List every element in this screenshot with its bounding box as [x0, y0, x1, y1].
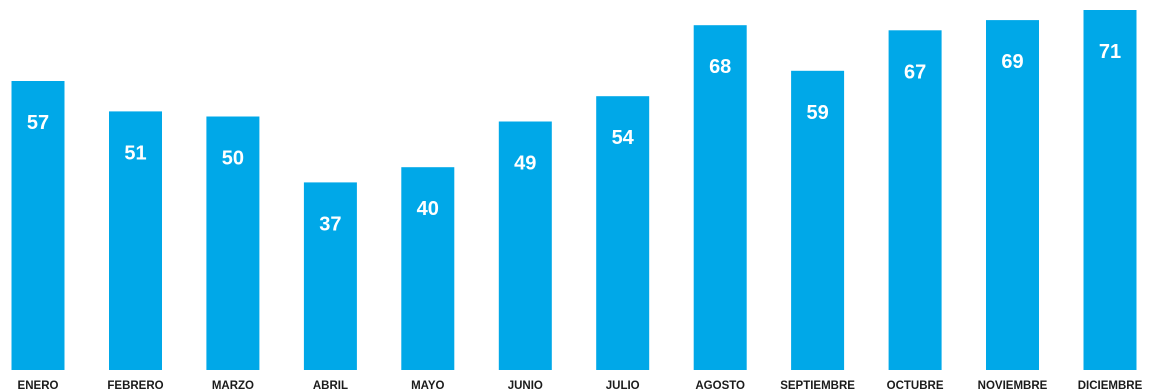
bar-marzo — [206, 116, 260, 370]
bar-value-label-julio: 54 — [612, 127, 635, 149]
category-label-mayo: MAYO — [411, 380, 444, 392]
category-label-enero: ENERO — [18, 380, 59, 392]
category-label-marzo: MARZO — [212, 380, 254, 392]
bar-noviembre — [986, 20, 1039, 370]
bar-value-labels: 57 51 50 37 40 49 54 68 59 67 69 71 — [27, 41, 1121, 235]
bar-value-label-octubre: 67 — [904, 61, 926, 83]
bar-value-label-noviembre: 69 — [1001, 51, 1023, 73]
bar-mayo — [401, 167, 455, 370]
bars-group — [11, 10, 1137, 371]
bar-value-label-mayo: 40 — [417, 198, 439, 220]
category-label-septiembre: SEPTIEMBRE — [780, 380, 855, 392]
bar-septiembre — [791, 70, 845, 371]
category-label-abril: ABRIL — [313, 380, 348, 392]
bar-value-label-diciembre: 71 — [1099, 41, 1121, 63]
bar-value-label-enero: 57 — [27, 112, 49, 134]
bar-value-label-junio: 49 — [514, 153, 536, 175]
category-label-junio: JUNIO — [508, 380, 543, 392]
bar-value-label-marzo: 50 — [222, 148, 244, 170]
category-label-julio: JULIO — [606, 380, 640, 392]
bar-julio — [596, 96, 650, 370]
category-label-octubre: OCTUBRE — [887, 380, 944, 392]
category-label-febrero: FEBRERO — [107, 380, 163, 392]
bar-value-label-septiembre: 59 — [806, 102, 828, 124]
category-label-diciembre: DICIEMBRE — [1078, 380, 1143, 392]
bar-junio — [498, 121, 552, 370]
bar-value-label-abril: 37 — [319, 213, 341, 235]
bar-octubre — [888, 30, 942, 371]
bar-febrero — [109, 111, 162, 371]
bar-value-label-agosto: 68 — [709, 56, 731, 78]
category-label-noviembre: NOVIEMBRE — [978, 380, 1048, 392]
category-labels: ENERO FEBRERO MARZO ABRIL MAYO JUNIO JULIO AGOS… — [18, 380, 1143, 392]
category-label-agosto: AGOSTO — [695, 380, 745, 392]
bar-value-label-febrero: 51 — [124, 142, 146, 164]
bar-agosto — [693, 25, 747, 370]
bar-abril — [303, 182, 357, 370]
bar-diciembre — [1083, 10, 1137, 370]
bar-enero — [11, 81, 65, 370]
